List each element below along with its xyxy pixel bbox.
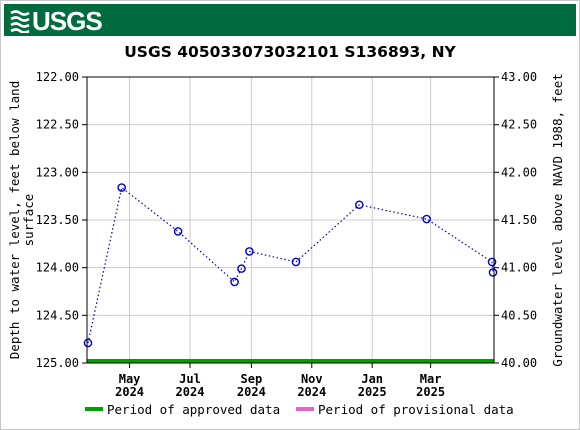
y-left-tick-label: 123.00 [36, 165, 79, 179]
axis-tick-labels: 122.00 43.00 122.50 42.50 123.00 42.00 123.50 4… [36, 70, 537, 399]
usgs-logo[interactable]: USGS [10, 6, 103, 36]
y-right-tick-label: 42.50 [501, 118, 537, 132]
x-tick-label: 2025 [358, 385, 387, 399]
data-point [422, 214, 431, 224]
series-points-layer [83, 183, 498, 348]
series-line [87, 186, 494, 344]
y-left-axis-title-line: surface [21, 194, 36, 247]
plot-border [86, 76, 495, 364]
x-tick-label: 2024 [176, 385, 205, 399]
x-tick-label: Mar [420, 372, 442, 386]
x-tick-label: 2024 [237, 385, 266, 399]
data-point [237, 264, 246, 273]
usgs-wave-icon [10, 10, 30, 33]
y-left-tick-label: 124.00 [36, 261, 79, 275]
y-left-axis-title: Depth to water level, feet below landsur… [7, 81, 36, 359]
data-point [117, 183, 126, 192]
y-right-tick-label: 41.00 [501, 261, 537, 275]
usgs-banner: USGS [4, 4, 576, 36]
x-tick-label: 2024 [297, 385, 326, 399]
x-tick-label: Nov [301, 372, 323, 386]
data-point [488, 268, 498, 277]
y-left-tick-label: 122.00 [36, 70, 79, 84]
data-point [291, 257, 301, 267]
y-left-tick-label: 122.50 [36, 118, 79, 132]
data-point [83, 338, 93, 348]
approval-bar-layer [87, 359, 494, 363]
y-right-axis-title: Groundwater level above NAVD 1988, feet [550, 73, 565, 367]
y-right-tick-label: 40.00 [501, 356, 537, 370]
data-point [173, 227, 183, 236]
y-left-tick-label: 125.00 [36, 356, 79, 370]
x-tick-label: Jul [179, 372, 201, 386]
x-tick-label: Jan [361, 372, 383, 386]
data-point [487, 257, 497, 267]
data-point [245, 247, 254, 256]
y-right-tick-label: 40.50 [501, 308, 537, 322]
x-tick-label: Sep [241, 372, 263, 386]
x-tick-label: 2025 [416, 385, 445, 399]
series-line-layer [87, 186, 494, 344]
legend-label: Period of approved data [107, 402, 280, 417]
grid-lines [82, 76, 499, 368]
legend: Period of approved data Period of provisi… [85, 402, 514, 417]
y-right-tick-label: 41.50 [501, 213, 537, 227]
y-left-tick-label: 124.50 [36, 308, 79, 322]
y-right-tick-label: 43.00 [501, 70, 537, 84]
y-left-axis-title-line: Depth to water level, feet below land [7, 81, 22, 359]
axis-titles: Depth to water level, feet below landsur… [7, 73, 565, 367]
x-tick-label: May [119, 372, 141, 386]
data-point [230, 277, 239, 287]
usgs-logo-text: USGS [32, 6, 103, 36]
data-point [355, 200, 364, 210]
y-right-tick-label: 42.00 [501, 165, 537, 179]
legend-label: Period of provisional data [318, 402, 514, 417]
approved-data-bar [87, 359, 494, 363]
x-tick-label: 2024 [115, 385, 144, 399]
y-left-tick-label: 123.50 [36, 213, 79, 227]
chart-title: USGS 405033073032101 S136893, NY [124, 43, 456, 61]
